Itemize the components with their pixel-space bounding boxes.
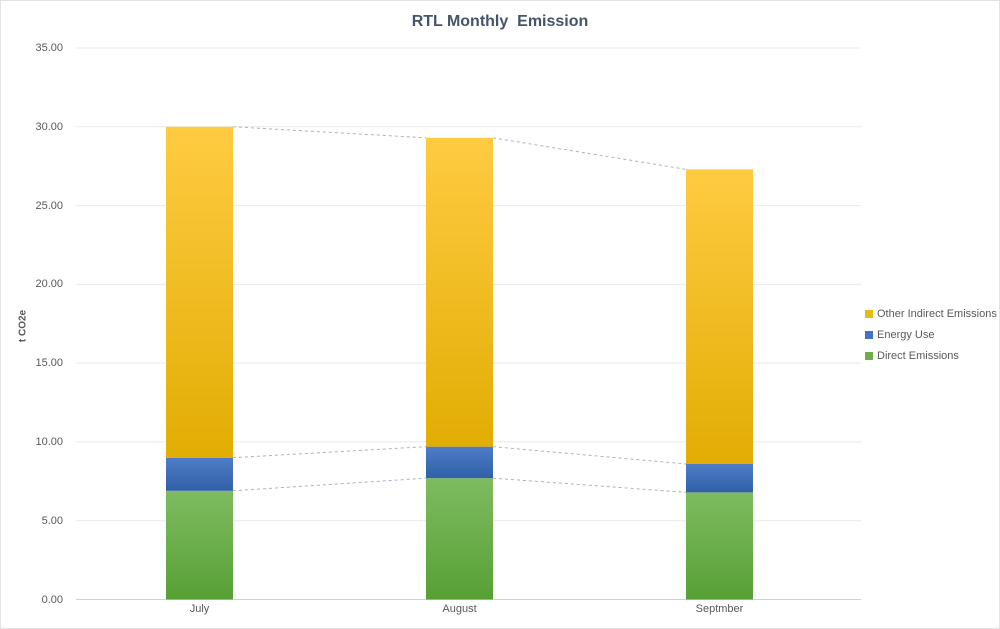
legend: Other Indirect Emissions Energy Use Direct… (865, 303, 997, 366)
legend-item-energy-use[interactable]: Energy Use (865, 324, 997, 345)
legend-label: Direct Emissions (877, 349, 959, 362)
y-tick-label: 10.00 (35, 435, 63, 448)
series-line (492, 137, 687, 170)
bar-segment-septmber-energy-use[interactable] (686, 463, 753, 493)
bar-segment-july-direct-emissions[interactable] (166, 490, 233, 600)
series-line (492, 477, 687, 493)
bar-segment-july-other-indirect-emissions[interactable] (166, 126, 233, 458)
series-line (232, 126, 427, 139)
legend-label: Energy Use (877, 328, 935, 341)
y-tick-label: 20.00 (35, 278, 63, 291)
series-line (492, 446, 687, 465)
legend-swatch-icon (865, 309, 873, 318)
y-tick-label: 30.00 (35, 120, 63, 133)
bar-segment-septmber-direct-emissions[interactable] (686, 492, 753, 600)
y-tick-label: 15.00 (35, 357, 63, 370)
series-line (232, 477, 427, 492)
x-axis-label-septmber: Septmber (695, 603, 744, 615)
y-tick-label: 35.00 (35, 42, 63, 54)
x-axis-label-july: July (189, 603, 210, 615)
bar-segment-august-energy-use[interactable] (426, 446, 493, 479)
bar-segment-august-direct-emissions[interactable] (426, 478, 493, 600)
legend-label: Other Indirect Emissions (877, 307, 997, 320)
legend-item-direct-emissions[interactable]: Direct Emissions (865, 345, 997, 366)
series-line (232, 446, 427, 459)
bar-segment-septmber-other-indirect-emissions[interactable] (686, 169, 753, 464)
bar-segment-july-energy-use[interactable] (166, 457, 233, 491)
x-axis-label-august: August (442, 603, 477, 615)
legend-swatch-icon (865, 351, 873, 360)
legend-item-other-indirect-emissions[interactable]: Other Indirect Emissions (865, 303, 997, 324)
bar-segment-august-other-indirect-emissions[interactable] (426, 137, 493, 447)
y-tick-label: 25.00 (35, 199, 63, 212)
y-tick-label: 0.00 (41, 593, 63, 606)
legend-swatch-icon (865, 330, 873, 339)
y-tick-label: 5.00 (41, 514, 63, 527)
chart-title: RTL Monthly Emission (411, 13, 589, 30)
